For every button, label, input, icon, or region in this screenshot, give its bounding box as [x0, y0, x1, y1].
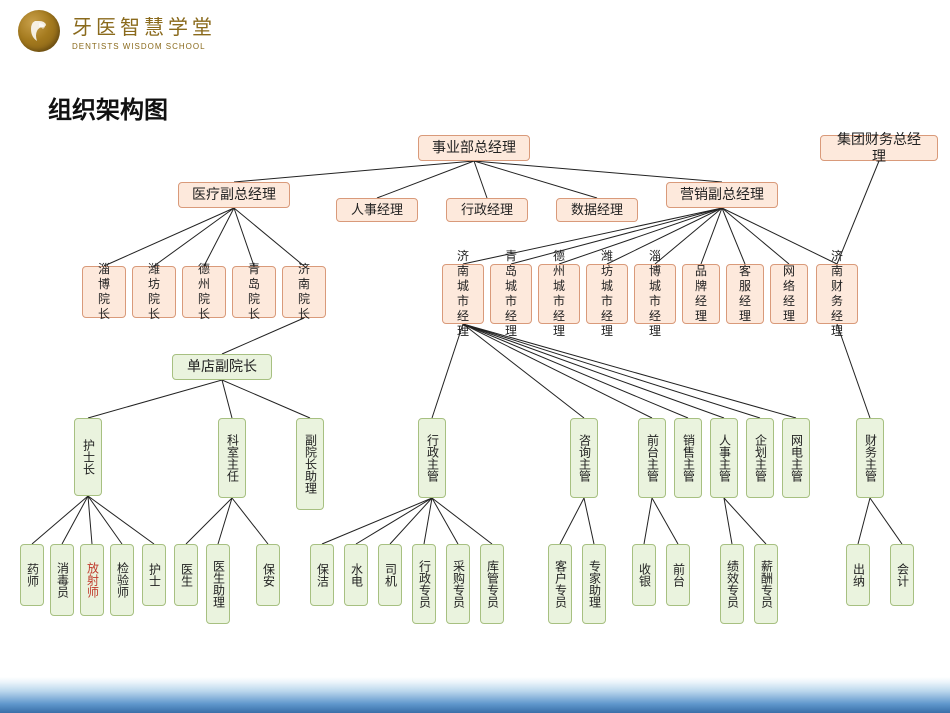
node-front: 前台	[666, 544, 690, 606]
node-cm_zibo: 淄博 城市 经理	[634, 264, 676, 324]
node-cm_dezhou: 德州 城市 经理	[538, 264, 580, 324]
brand-en: DENTISTS WISDOM SCHOOL	[72, 42, 216, 51]
node-dir_weifang: 潍坊 院长	[132, 266, 176, 318]
footer-gradient	[0, 677, 950, 713]
node-doctor: 医生	[174, 544, 198, 606]
node-doc_asst: 医生助理	[206, 544, 230, 624]
node-cust_sp: 客户专员	[548, 544, 572, 624]
node-mgr_hr: 人事经理	[336, 198, 418, 222]
node-sup_front: 前台主管	[638, 418, 666, 498]
node-sup_webtel: 网电主管	[782, 418, 810, 498]
node-gm: 事业部总经理	[418, 135, 530, 161]
node-expert_a: 专家助理	[582, 544, 606, 624]
node-cm_qingdao: 青岛 城市 经理	[490, 264, 532, 324]
node-perf_sp: 绩效专员	[720, 544, 744, 624]
node-mgr_jn_fin: 济南 财务 经理	[816, 264, 858, 324]
node-nurse: 护士	[142, 544, 166, 606]
node-dir_zibo: 淄博 院长	[82, 266, 126, 318]
node-sup_admin: 行政主管	[418, 418, 446, 498]
node-sup_plan: 企划主管	[746, 418, 774, 498]
node-pharm: 药师	[20, 544, 44, 606]
node-comp_sp: 薪酬专员	[754, 544, 778, 624]
node-rad: 放射师	[80, 544, 104, 616]
node-dir_qingdao: 青岛 院长	[232, 266, 276, 318]
node-vp_mkt: 营销副总经理	[666, 182, 778, 208]
node-head_dept: 科室主任	[218, 418, 246, 498]
logo: 牙医智慧学堂 DENTISTS WISDOM SCHOOL	[18, 10, 216, 52]
node-wh_sp: 库管专员	[480, 544, 504, 624]
node-mgr_data: 数据经理	[556, 198, 638, 222]
node-dir_dezhou: 德州 院长	[182, 266, 226, 318]
node-sup_fin: 财务主管	[856, 418, 884, 498]
node-mgr_admin: 行政经理	[446, 198, 528, 222]
node-vp_med: 医疗副总经理	[178, 182, 290, 208]
node-elec: 水电	[344, 544, 368, 606]
node-dir_jinan: 济南 院长	[282, 266, 326, 318]
node-fin_gm: 集团财务总经理	[820, 135, 938, 161]
node-lab: 检验师	[110, 544, 134, 616]
node-vice_asst: 副院长助理	[296, 418, 324, 510]
node-admin_sp: 行政专员	[412, 544, 436, 624]
node-mgr_brand: 品牌 经理	[682, 264, 720, 324]
page-title: 组织架构图	[48, 90, 168, 125]
node-cm_jinan: 济南 城市 经理	[442, 264, 484, 324]
node-cm_weifang: 潍坊 城市 经理	[586, 264, 628, 324]
node-driver: 司机	[378, 544, 402, 606]
node-cleaner: 保洁	[310, 544, 334, 606]
logo-icon	[18, 10, 60, 52]
node-sterile: 消毒员	[50, 544, 74, 616]
node-sup_consult: 咨询主管	[570, 418, 598, 498]
node-out_cash: 出纳	[846, 544, 870, 606]
node-account: 会计	[890, 544, 914, 606]
node-mgr_net: 网络 经理	[770, 264, 808, 324]
node-sup_sales: 销售主管	[674, 418, 702, 498]
node-sup_hr: 人事主管	[710, 418, 738, 498]
node-vice_store: 单店副院长	[172, 354, 272, 380]
node-head_nurse: 护士长	[74, 418, 102, 496]
node-cashier: 收银	[632, 544, 656, 606]
node-mgr_cs: 客服 经理	[726, 264, 764, 324]
brand-cn: 牙医智慧学堂	[72, 11, 216, 40]
node-guard: 保安	[256, 544, 280, 606]
node-proc_sp: 采购专员	[446, 544, 470, 624]
